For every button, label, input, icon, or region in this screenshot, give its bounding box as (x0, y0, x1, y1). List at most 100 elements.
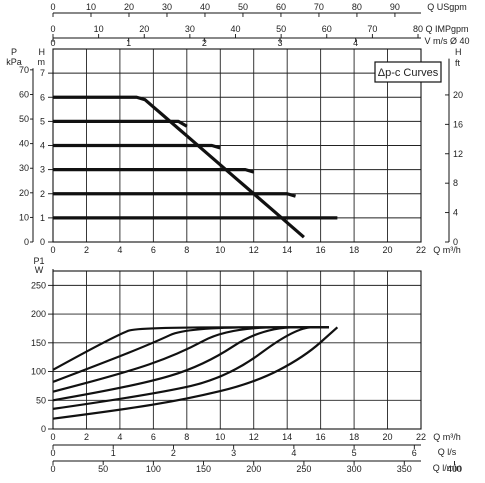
power-curve-5 (52, 326, 329, 410)
velocity-tick-label: 3 (278, 38, 283, 48)
head-m-tick-label: 6 (40, 92, 45, 102)
ls-tick-label: 6 (412, 448, 417, 458)
legend-frame (374, 61, 442, 83)
power-tick-label: 0 (41, 424, 46, 434)
impgpm-tick-label: 80 (413, 24, 423, 34)
power-curve-2 (52, 326, 329, 383)
head-flow-curves (53, 95, 338, 239)
power-flow-grid (53, 271, 421, 429)
legend-label: Δp-c Curves (378, 67, 439, 79)
power-tick-label: 150 (31, 338, 46, 348)
power-flow-x-axis: 0 2 4 6 8 10 12 14 16 18 20 22 Q m³/h (50, 432, 460, 442)
pressure-kpa-tick-label: 50 (19, 114, 29, 124)
velocity-tick-label: 0 (50, 38, 55, 48)
usgpm-tick-label: 70 (314, 2, 324, 12)
velocity-tick-label: 2 (202, 38, 207, 48)
pressure-unit: kPa (6, 57, 22, 67)
impgpm-tick-label: 70 (367, 24, 377, 34)
power-flow-curves (52, 326, 339, 420)
usgpm-tick-label: 40 (200, 2, 210, 12)
head-flow-x-tick-label: 16 (316, 245, 326, 255)
impgpm-tick-label: 60 (322, 24, 332, 34)
pressure-kpa-tick-label: 70 (19, 65, 29, 75)
ls-unit-label: Q l/s (438, 447, 457, 457)
head-flow-x-tick-label: 4 (117, 245, 122, 255)
power-flow-x-tick-label: 20 (383, 432, 393, 442)
power-tick-label: 100 (31, 367, 46, 377)
usgpm-unit-label: Q USgpm (427, 2, 467, 12)
lmin-tick-label: 400 (447, 464, 462, 474)
head-m-tick-label: 2 (40, 189, 45, 199)
head-curve-1 (53, 95, 305, 239)
head-curve-2 (53, 119, 188, 128)
ls-tick-label: 0 (50, 448, 55, 458)
impgpm-tick-label: 30 (185, 24, 195, 34)
power-curve-4 (52, 326, 329, 402)
pressure-kpa-tick-label: 10 (19, 212, 29, 222)
head-ft-unit: ft (455, 58, 461, 68)
head-curve-3 (53, 143, 221, 150)
power-flow-x-tick-label: 22 (416, 432, 426, 442)
head-flow-x-tick-label: 2 (84, 245, 89, 255)
head-curve-4 (53, 168, 255, 174)
power-flow-x-tick-label: 16 (316, 432, 326, 442)
head-flow-x-tick-label: 8 (184, 245, 189, 255)
lmin-tick-label: 300 (347, 464, 362, 474)
lmin-tick-label: 250 (296, 464, 311, 474)
head-m-tick-label: 4 (40, 141, 45, 151)
head-flow-x-tick-label: 22 (416, 245, 426, 255)
pressure-kpa-tick-label: 60 (19, 89, 29, 99)
power-tick-label: 50 (36, 395, 46, 405)
velocity-tick-label: 1 (126, 38, 131, 48)
ls-tick-label: 1 (111, 448, 116, 458)
power-tick-label: 200 (31, 309, 46, 319)
usgpm-tick-label: 90 (390, 2, 400, 12)
head-flow-x-tick-label: 12 (249, 245, 259, 255)
head-ft-unit-top: H (455, 47, 462, 57)
power-curve-1 (52, 326, 329, 371)
head-ft-tick-label: 8 (453, 178, 458, 188)
head-ft-tick-label: 20 (453, 90, 463, 100)
power-axis: 0 50 100 150 200 250 P1W (31, 256, 54, 434)
usgpm-tick-label: 10 (86, 2, 96, 12)
head-curve-5 (53, 192, 296, 198)
head-ft-tick-label: 4 (453, 208, 458, 218)
head-flow-x-tick-label: 6 (151, 245, 156, 255)
usgpm-tick-label: 20 (124, 2, 134, 12)
ls-tick-label: 5 (352, 448, 357, 458)
impgpm-tick-label: 50 (276, 24, 286, 34)
power-flow-x-tick-label: 4 (117, 432, 122, 442)
lmin-tick-label: 200 (246, 464, 261, 474)
head-m-tick-label: 5 (40, 116, 45, 126)
power-curve-6 (52, 326, 339, 420)
usgpm-tick-label: 60 (276, 2, 286, 12)
pressure-kpa-tick-label: 40 (19, 139, 29, 149)
ls-tick-label: 3 (231, 448, 236, 458)
head-ft-axis: 0 4 8 12 16 20 Hft (445, 47, 463, 247)
head-flow-x-tick-label: 18 (349, 245, 359, 255)
head-flow-x-tick-label: 0 (50, 245, 55, 255)
power-flow-x-tick-label: 6 (151, 432, 156, 442)
head-m-tick-label: 1 (40, 213, 45, 223)
lmin-tick-label: 350 (397, 464, 412, 474)
head-ft-tick-label: 0 (453, 237, 458, 247)
power-curve-3 (52, 326, 329, 393)
impgpm-tick-label: 0 (50, 24, 55, 34)
usgpm-tick-label: 80 (352, 2, 362, 12)
pressure-kpa-tick-label: 20 (19, 188, 29, 198)
lmin-unit-label: Q l/min (433, 463, 462, 473)
lmin-tick-label: 100 (146, 464, 161, 474)
head-m-unit-top: H (39, 47, 46, 57)
power-flow-x-tick-label: 2 (84, 432, 89, 442)
head-m-tick-label: 7 (40, 68, 45, 78)
head-m-tick-label: 0 (40, 237, 45, 247)
head-ft-tick-label: 12 (453, 149, 463, 159)
usgpm-tick-label: 50 (238, 2, 248, 12)
head-flow-x-axis: 0 2 4 6 8 10 12 14 16 18 20 22 Q m³/h (50, 245, 460, 255)
impgpm-tick-label: 40 (230, 24, 240, 34)
lmin-tick-label: 0 (50, 464, 55, 474)
